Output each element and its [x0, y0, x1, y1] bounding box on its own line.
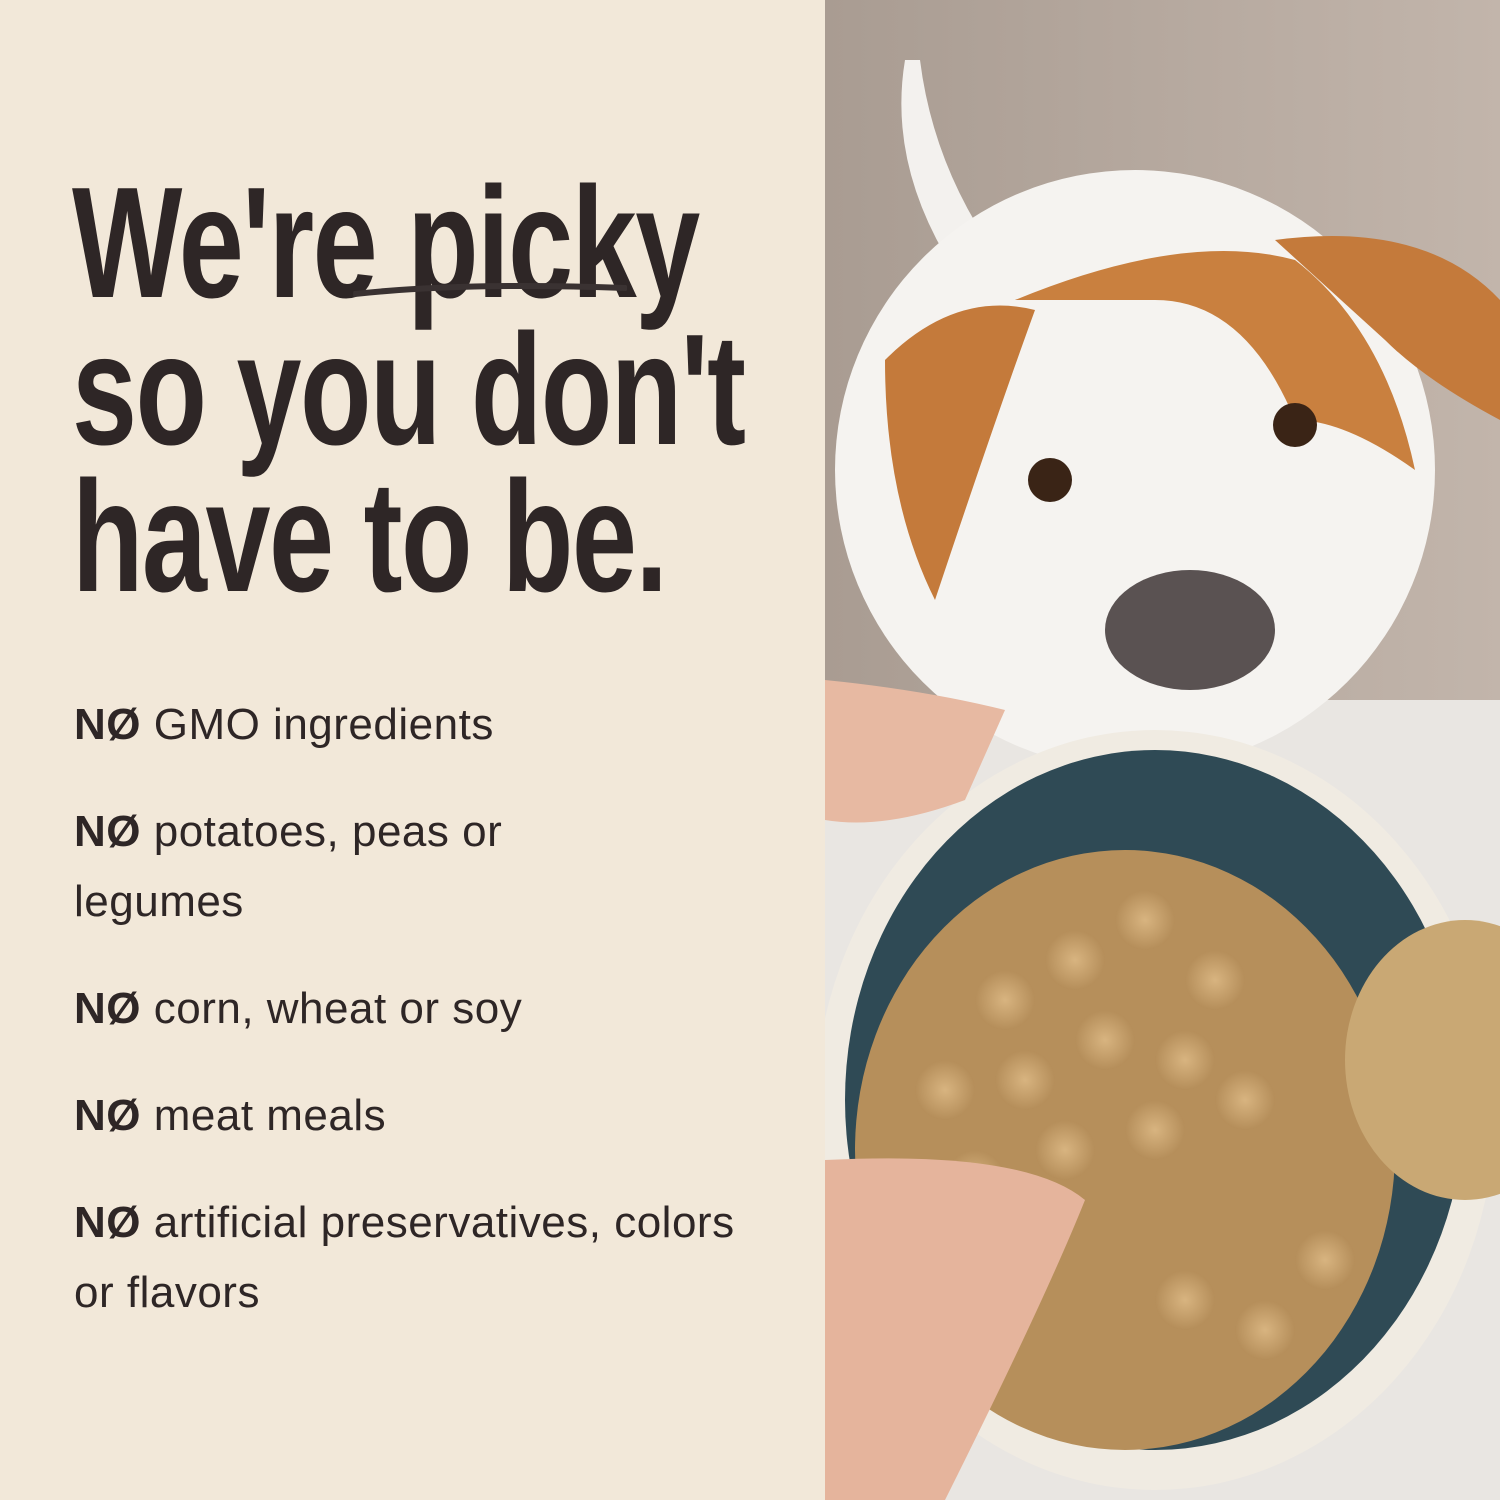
claims-list: NØ GMO ingredients NØ potatoes, peas or … — [74, 690, 794, 1365]
claim-item: NØ meat meals — [74, 1091, 387, 1140]
headline-line-2: so you don't — [72, 302, 746, 478]
dog-food-photo — [825, 0, 1500, 1500]
claim-item: NØ GMO ingredients — [74, 700, 494, 749]
claim-item: NØ corn, wheat or soy — [74, 984, 523, 1033]
headline-line-1: We're picky — [72, 155, 700, 331]
brush-underline — [353, 283, 627, 297]
claim-item: NØ artificial preservatives, colors or f… — [74, 1198, 735, 1317]
text-panel: We're picky so you don't have to be. NØ … — [72, 155, 794, 1365]
headline-line-3: have to be. — [72, 449, 668, 625]
claim-item: NØ potatoes, peas or legumes — [74, 807, 503, 926]
headline: We're picky so you don't have to be. — [72, 155, 746, 625]
